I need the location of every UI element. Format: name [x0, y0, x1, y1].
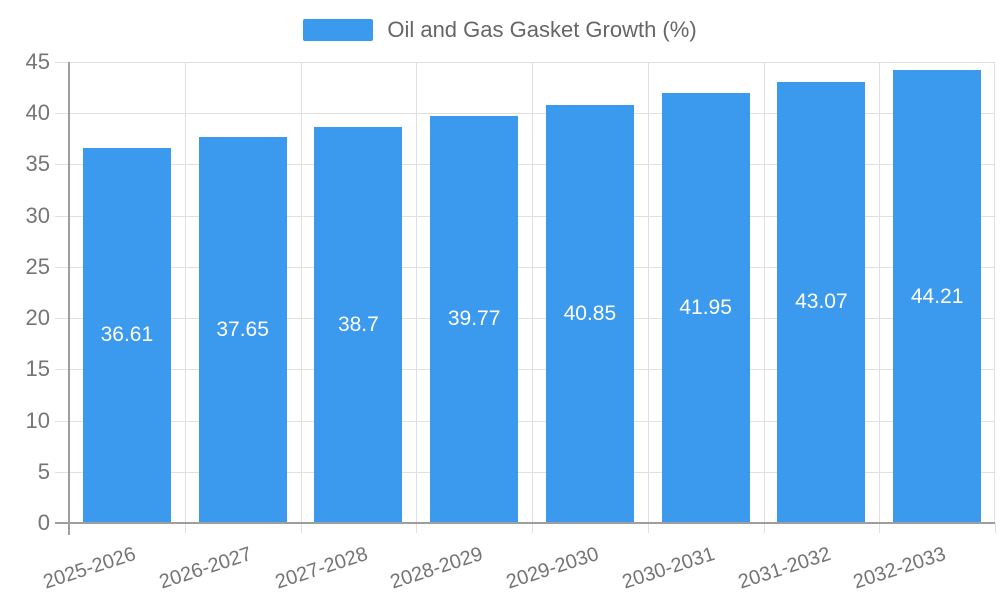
bar-value-label: 39.77	[447, 307, 501, 331]
legend-swatch	[303, 19, 374, 41]
x-tick-mark	[648, 523, 649, 533]
y-tick-mark	[55, 420, 69, 422]
bar: 37.65	[198, 137, 287, 523]
x-tick-mark	[301, 523, 302, 533]
y-tick-mark	[55, 266, 69, 268]
x-tick-label: 2029-2030	[503, 543, 602, 594]
bar-value-label: 38.7	[337, 312, 379, 336]
x-tick-mark	[995, 523, 996, 533]
bar: 44.21	[893, 70, 982, 523]
y-tick-label: 10	[25, 407, 50, 433]
v-gridline	[994, 62, 995, 523]
bar: 36.61	[82, 147, 171, 523]
v-gridline	[416, 62, 417, 523]
v-gridline	[301, 62, 302, 523]
bar: 40.85	[545, 104, 634, 523]
y-tick-label: 30	[25, 202, 50, 228]
x-tick-label: 2031-2032	[735, 543, 834, 594]
y-tick-mark	[55, 471, 69, 473]
y-tick-mark	[55, 62, 69, 63]
v-gridline	[532, 62, 533, 523]
bar-value-label: 43.07	[795, 290, 848, 314]
y-tick-mark	[55, 369, 69, 371]
x-tick-label: 2026-2027	[156, 543, 255, 594]
x-tick-mark	[764, 523, 765, 533]
bar-value-label: 37.65	[216, 318, 269, 342]
y-axis-line	[68, 62, 70, 535]
bar-value-label: 40.85	[563, 301, 617, 325]
x-tick-label: 2032-2033	[851, 543, 949, 594]
x-tick-label: 2030-2031	[619, 543, 718, 594]
x-tick-mark	[532, 523, 533, 533]
y-tick-label: 5	[37, 458, 50, 484]
y-tick-label: 40	[25, 100, 50, 126]
y-tick-label: 0	[37, 510, 50, 535]
v-gridline	[185, 62, 186, 523]
y-tick-label: 15	[25, 356, 50, 382]
x-tick-mark	[416, 523, 417, 533]
y-tick-label: 45	[25, 49, 50, 74]
y-tick-mark	[55, 113, 69, 115]
bar-value-label: 44.21	[910, 284, 964, 308]
legend-item[interactable]: Oil and Gas Gasket Growth (%)	[0, 17, 1000, 43]
y-tick-mark	[55, 215, 69, 217]
x-tick-label: 2027-2028	[272, 543, 371, 594]
y-tick-mark	[55, 318, 69, 320]
x-tick-label: 2028-2029	[388, 543, 486, 594]
plot-area: 36.61 37.65 38.7 39.77 40.85 41.95 43.07 44.21	[69, 62, 995, 523]
bar: 41.95	[661, 93, 750, 523]
y-tick-label: 25	[25, 253, 50, 279]
v-gridline	[648, 62, 649, 523]
bar-value-label: 36.61	[100, 323, 154, 347]
v-gridline	[879, 62, 880, 523]
y-tick-label: 35	[25, 151, 50, 177]
y-tick-label: 20	[25, 305, 50, 331]
x-tick-mark	[185, 523, 186, 533]
y-tick-mark	[55, 164, 69, 166]
x-tick-label: 2025-2026	[40, 543, 139, 594]
bar: 38.7	[314, 126, 403, 523]
legend-label: Oil and Gas Gasket Growth (%)	[387, 17, 697, 42]
bar: 43.07	[777, 81, 866, 523]
bar: 39.77	[430, 115, 519, 523]
bar-value-label: 41.95	[679, 296, 732, 320]
v-gridline	[764, 62, 765, 523]
x-axis-line	[55, 522, 995, 524]
x-tick-mark	[879, 523, 880, 533]
